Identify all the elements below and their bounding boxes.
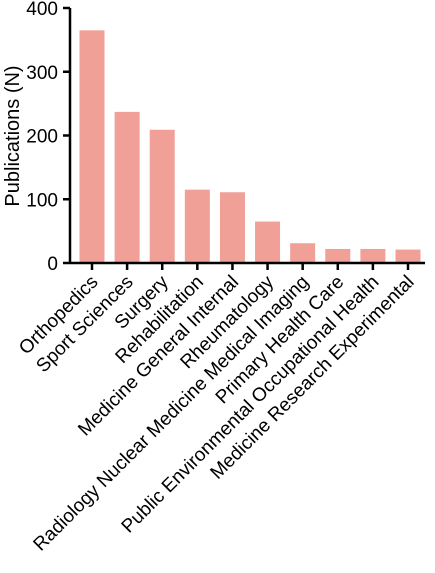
y-tick-label: 300 (26, 63, 58, 84)
bar (149, 129, 175, 263)
bar (219, 192, 245, 263)
y-axis-title: Publications (N) (2, 65, 24, 206)
y-tick-label: 200 (26, 127, 58, 148)
y-tick-label: 400 (26, 0, 58, 20)
y-tick-label: 100 (26, 190, 58, 211)
bar (360, 248, 386, 263)
bar (79, 30, 105, 263)
bar (395, 249, 421, 263)
y-tick-label: 0 (47, 254, 58, 275)
bars (79, 30, 421, 263)
bar (114, 111, 140, 263)
y-axis-ticks: 0 100 200 300 400 (26, 0, 70, 275)
bar (184, 189, 210, 263)
bar (255, 221, 281, 263)
bar (325, 248, 351, 263)
bar (290, 243, 316, 263)
